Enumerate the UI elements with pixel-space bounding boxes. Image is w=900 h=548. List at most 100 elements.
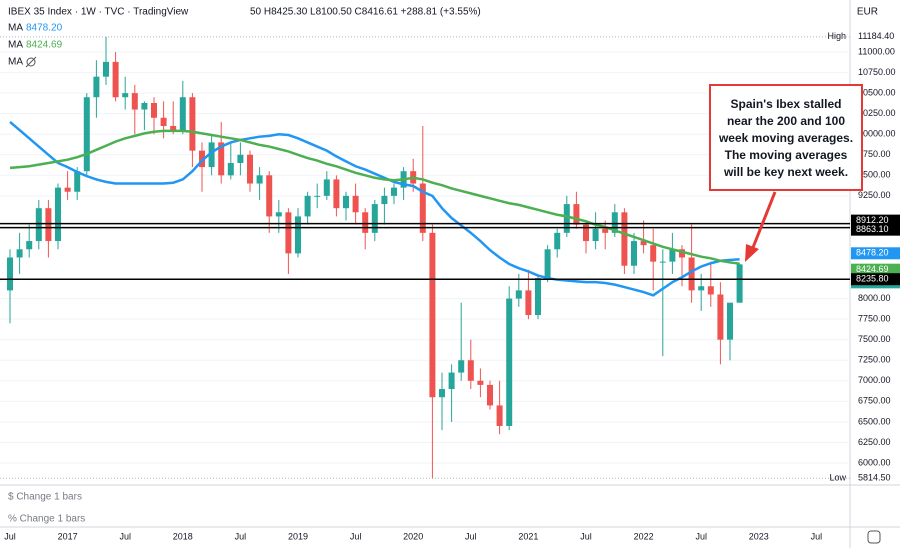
level-label: 8863.10 (856, 224, 889, 234)
candle-body (592, 228, 599, 242)
x-tick-label: Jul (695, 531, 707, 541)
candle-body (506, 298, 513, 426)
y-tick-label: 9500.00 (858, 170, 891, 180)
candle-body (295, 216, 301, 254)
level-label: 8235.80 (856, 274, 889, 284)
annotation-box (709, 84, 863, 191)
annotation-arrow (750, 191, 777, 251)
candle-body (227, 162, 234, 176)
candle-body (621, 212, 628, 266)
candle-body (429, 232, 436, 398)
ma-price-tag (851, 263, 900, 276)
candle-body (535, 278, 541, 316)
candle-body (35, 208, 42, 242)
candle-body (439, 389, 445, 398)
candle-body (496, 405, 503, 426)
candle-body (688, 257, 695, 291)
ma-price-label: 8478.20 (856, 248, 889, 258)
candle-body (707, 286, 714, 295)
x-tick-label: 2020 (403, 531, 423, 541)
candle-body (304, 195, 311, 217)
annotation-text: The moving averages (725, 148, 848, 162)
candle-body (515, 290, 522, 299)
candle-body (7, 257, 13, 291)
candle-body (218, 142, 225, 176)
candle-body (554, 232, 561, 250)
candle-body (381, 195, 388, 205)
candle-body (362, 212, 369, 233)
candle-body (266, 175, 273, 217)
candle-body (237, 154, 244, 163)
candle-body (611, 212, 618, 233)
candle-body (650, 245, 657, 262)
x-tick-label: Jul (235, 531, 247, 541)
level-tag (851, 223, 900, 236)
candle-body (333, 179, 340, 209)
plot (7, 36, 743, 479)
overlay (0, 222, 850, 280)
x-tick-label: 2018 (173, 531, 193, 541)
candle-body (45, 208, 52, 242)
candle-body (83, 97, 90, 172)
y-tick-label: 6500.00 (858, 416, 891, 426)
candle-body (26, 241, 33, 250)
y-tick-label: 7250.00 (858, 355, 891, 365)
pane-label[interactable]: % Change 1 bars (8, 514, 85, 525)
y-tick-label: 11000.00 (858, 46, 895, 56)
annotation-text: Spain's Ibex stalled (731, 97, 842, 111)
candle-body (727, 302, 733, 340)
extreme-label: 11184.40 (858, 31, 894, 41)
candle-body (544, 249, 551, 279)
x-tick-label: Jul (4, 531, 16, 541)
pane-label[interactable]: $ Change 1 bars (8, 492, 82, 503)
candle-body (64, 187, 71, 192)
annotation-arrowhead (745, 244, 759, 262)
ma-price-label: 8424.69 (856, 264, 889, 274)
candle-body (256, 175, 263, 184)
level-tag (851, 214, 900, 227)
candle-body (669, 249, 676, 262)
candle-body (103, 61, 109, 77)
candle-body (736, 264, 743, 303)
y-tick-label: 10750.00 (858, 67, 896, 77)
hidden-indicator[interactable]: MA (8, 57, 23, 68)
candle-body (314, 195, 321, 197)
candle-body (151, 102, 157, 118)
ma-legend-value: 8478.20 (26, 23, 63, 34)
candle-body (74, 171, 81, 192)
candle-body (487, 384, 493, 406)
y-tick-label: 6000.00 (858, 457, 891, 467)
x-tick-label: Jul (465, 531, 477, 541)
chart-title[interactable]: IBEX 35 Index · 1W · TVC · TradingView (8, 7, 189, 18)
candle-body (275, 212, 282, 217)
level-label: 8912.20 (856, 215, 889, 225)
candle-body (131, 93, 138, 110)
extreme-label: 5814.50 (858, 473, 891, 483)
candle-body (602, 228, 609, 233)
candle-body (573, 204, 580, 225)
currency[interactable]: EUR (857, 7, 878, 18)
y-tick-label: 6750.00 (858, 396, 891, 406)
candle-body (631, 241, 637, 266)
candle-body (189, 97, 196, 151)
candle-body (112, 61, 119, 98)
candle-body (352, 195, 359, 213)
y-tick-label: 10500.00 (858, 87, 896, 97)
candle-body (477, 380, 484, 385)
candle-body (55, 187, 61, 242)
candle-body (698, 286, 705, 291)
candle-body (659, 261, 666, 263)
candle-body (141, 102, 148, 110)
eye-off-slash (25, 56, 37, 68)
eye-off-icon[interactable] (26, 57, 36, 67)
x-tick-label: 2019 (288, 531, 308, 541)
candle-body (160, 117, 167, 126)
y-tick-label: 7000.00 (858, 375, 891, 385)
settings-icon[interactable] (867, 530, 881, 544)
x-tick-label: Jul (811, 531, 823, 541)
toolbar-icons[interactable] (195, 3, 250, 21)
candle-body (179, 97, 186, 131)
y-tick-label: 9250.00 (858, 190, 891, 200)
candle-body (343, 195, 349, 209)
candle-body (467, 360, 474, 381)
